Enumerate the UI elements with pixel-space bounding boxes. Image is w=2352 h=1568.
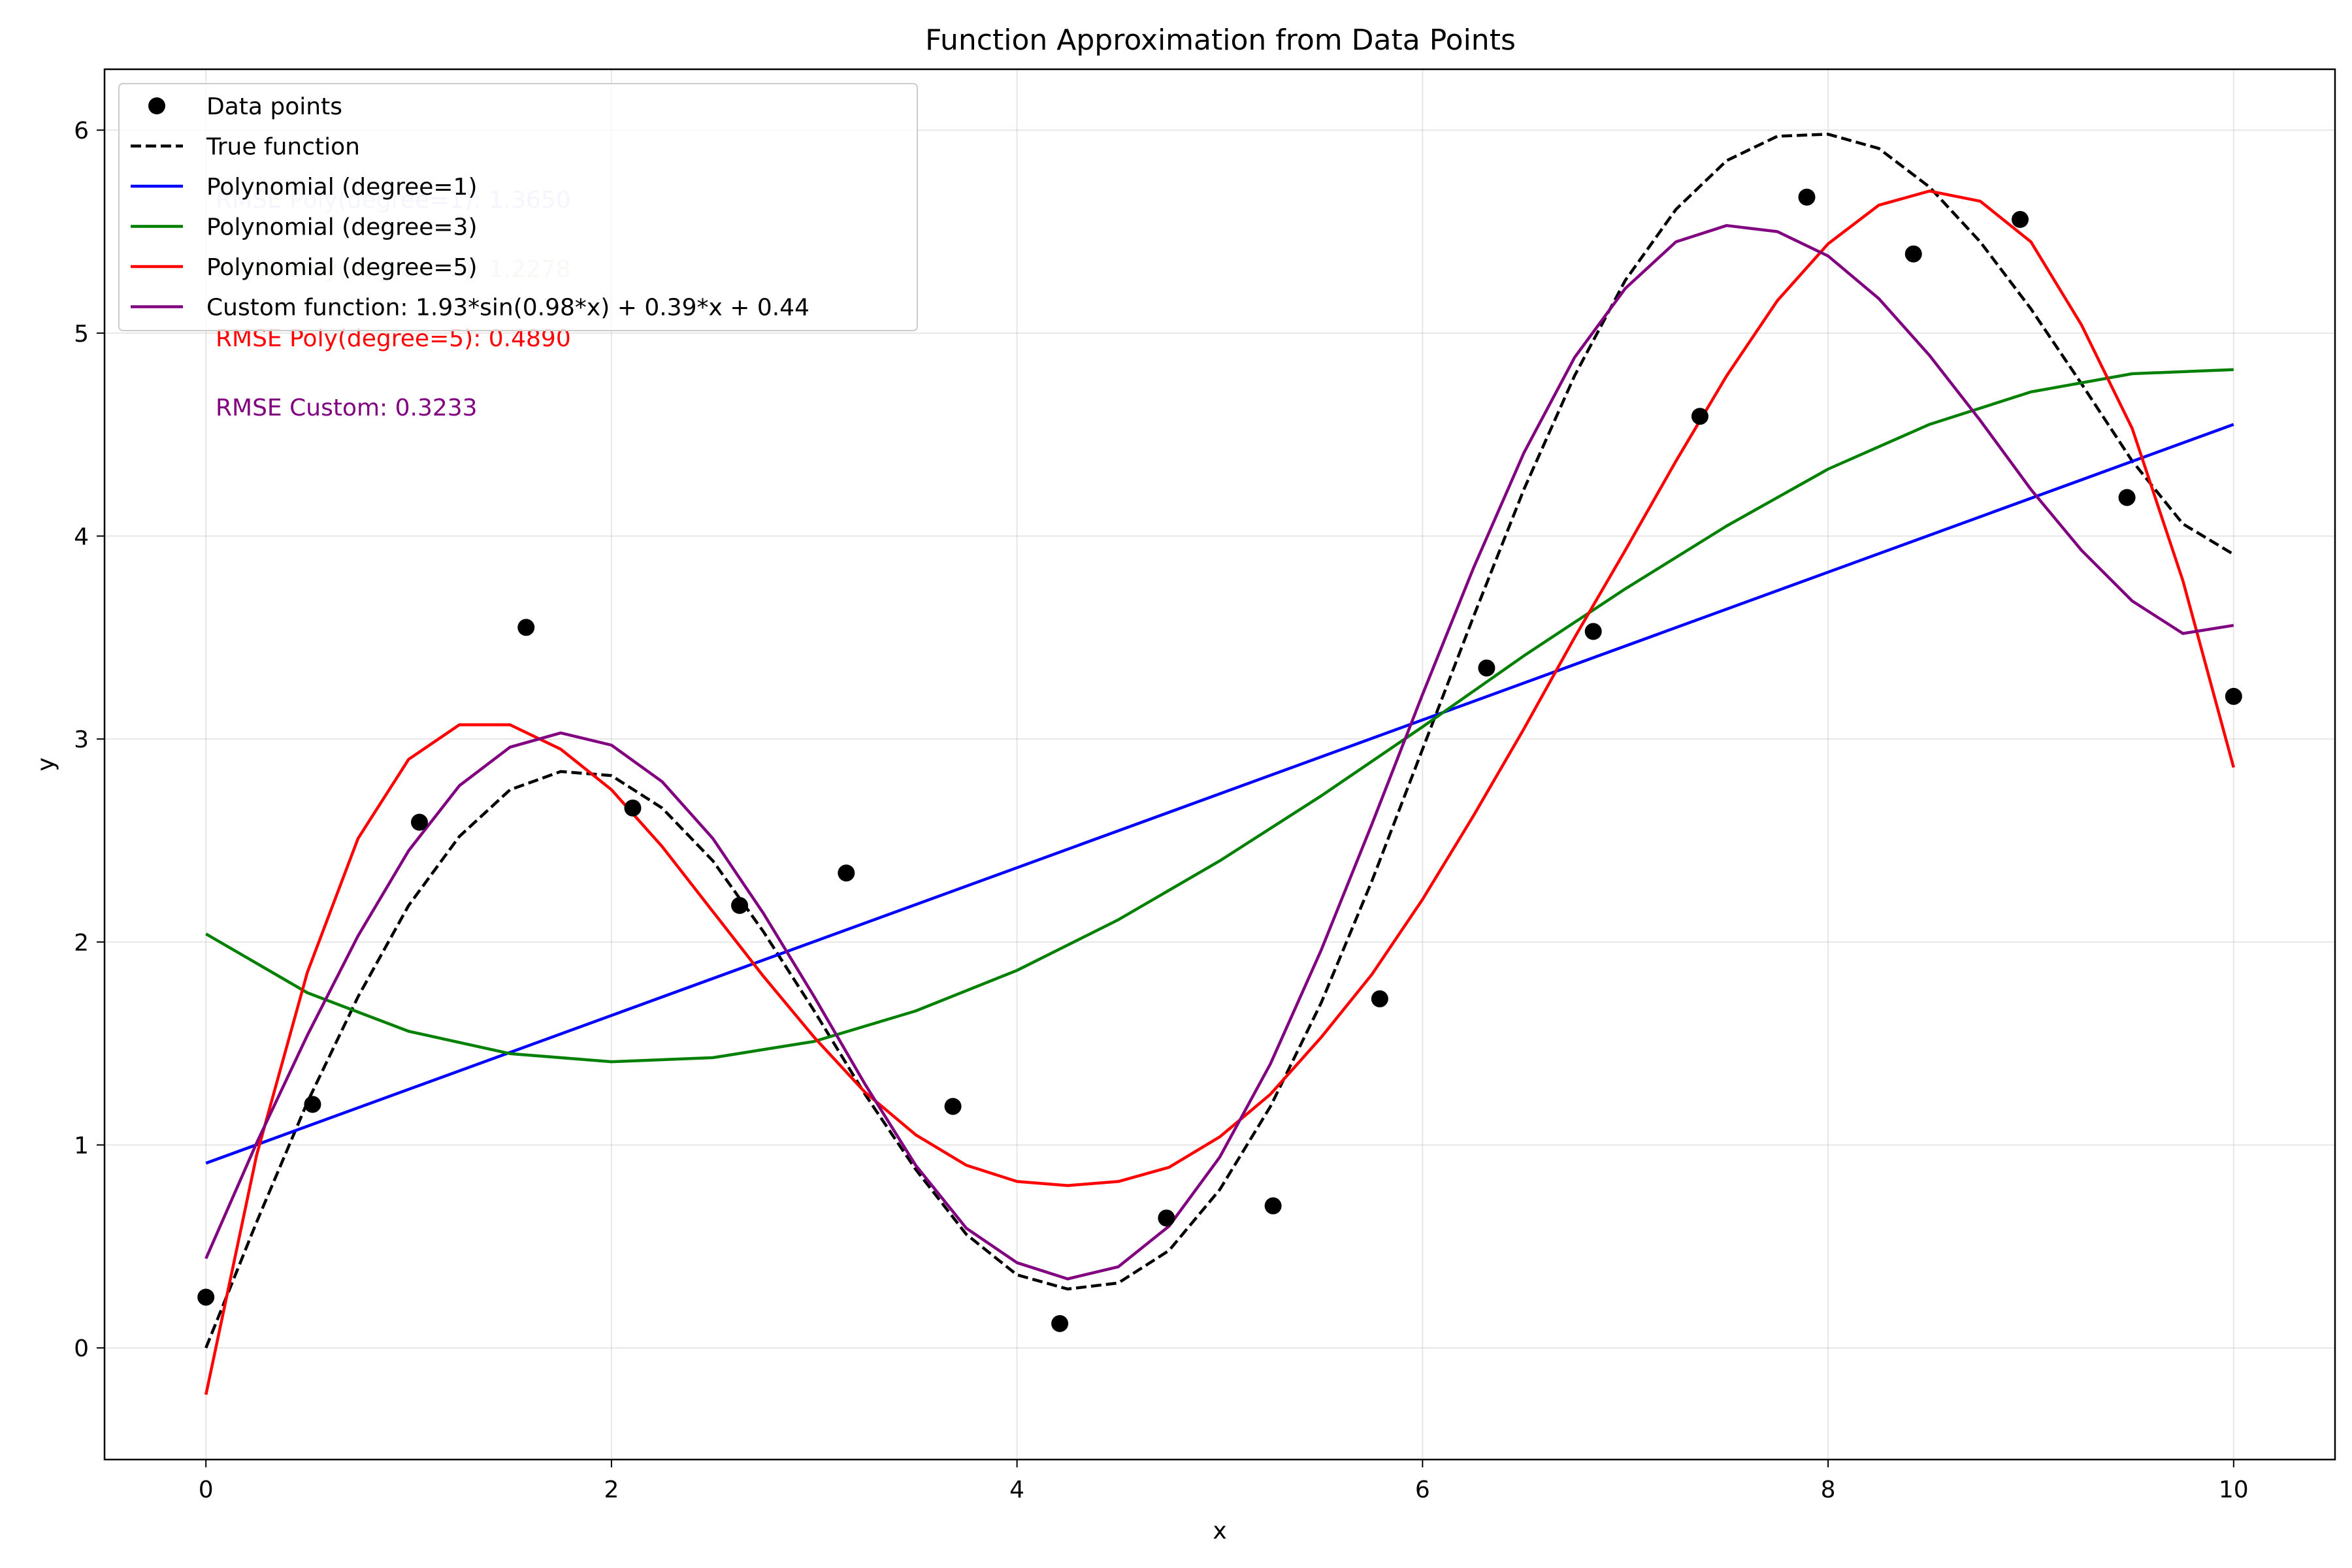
data-point — [1584, 623, 1602, 640]
series-line — [205, 368, 2234, 1064]
series-lines — [204, 133, 2235, 1396]
data-point — [1691, 408, 1708, 425]
rmse-annotation: RMSE Custom: 0.3233 — [216, 395, 478, 421]
y-axis-label: y — [33, 757, 59, 771]
y-tick-label: 4 — [74, 524, 89, 551]
series-line — [204, 223, 2234, 1281]
legend-label: Polynomial (degree=1) — [206, 174, 478, 201]
legend-label: Polynomial (degree=3) — [206, 214, 478, 241]
data-point — [2012, 210, 2029, 228]
plot-frame — [103, 68, 2336, 1461]
data-point — [1904, 245, 1922, 263]
x-tick-label: 6 — [1415, 1477, 1430, 1503]
data-point — [1264, 1197, 1282, 1215]
x-tick-label: 4 — [1009, 1477, 1024, 1503]
y-tick-label: 1 — [74, 1132, 89, 1159]
legend-marker — [148, 97, 165, 114]
data-point — [2225, 687, 2242, 705]
legend: Data points True function Polynomial (degr… — [118, 83, 918, 331]
legend-label: Data points — [206, 93, 342, 120]
y-tick-label: 2 — [74, 930, 89, 956]
grid — [105, 69, 2335, 1460]
legend-box — [118, 83, 918, 331]
data-point — [1051, 1315, 1069, 1332]
data-point — [1478, 659, 1495, 677]
data-point — [1158, 1209, 1175, 1227]
x-tick-label: 8 — [1821, 1477, 1836, 1503]
series-line — [205, 423, 2234, 1165]
data-point — [1798, 188, 1816, 206]
series-line — [204, 189, 2235, 1396]
data-point — [1371, 990, 1388, 1007]
data-point — [2118, 489, 2136, 506]
y-tick-label: 5 — [74, 321, 89, 348]
data-point — [838, 864, 855, 882]
x-tick-label: 2 — [604, 1477, 619, 1503]
data-point — [197, 1288, 215, 1306]
legend-label: True function — [206, 134, 360, 161]
legend-label: Custom function: 1.93*sin(0.98*x) + 0.39… — [206, 295, 809, 321]
data-points — [197, 188, 2242, 1332]
data-point — [624, 799, 642, 817]
axis-ticks: 0 2 4 6 8 10 0 1 2 3 4 5 6 — [74, 118, 2249, 1503]
chart-title: Function Approximation from Data Points — [925, 24, 1516, 57]
x-axis-label: x — [1213, 1518, 1226, 1544]
y-tick-label: 6 — [74, 118, 89, 144]
data-point — [410, 813, 428, 831]
data-point — [517, 619, 535, 636]
y-tick-label: 0 — [74, 1335, 89, 1362]
x-tick-label: 0 — [199, 1477, 214, 1503]
legend-label: Polynomial (degree=5) — [206, 254, 478, 281]
series-line — [204, 133, 2234, 1348]
data-point — [944, 1098, 962, 1115]
data-point — [731, 896, 749, 914]
data-point — [304, 1096, 321, 1113]
y-tick-label: 3 — [74, 727, 89, 753]
x-tick-label: 10 — [2219, 1477, 2249, 1503]
